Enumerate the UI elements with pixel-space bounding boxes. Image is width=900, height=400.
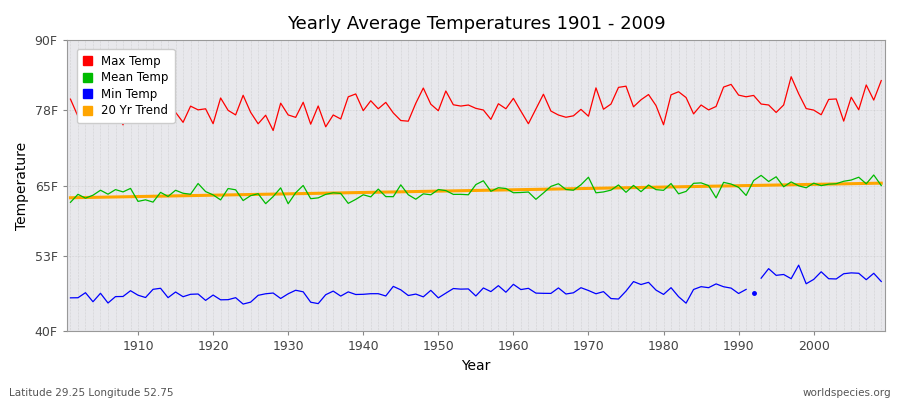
Text: worldspecies.org: worldspecies.org xyxy=(803,388,891,398)
Y-axis label: Temperature: Temperature xyxy=(15,142,29,230)
Legend: Max Temp, Mean Temp, Min Temp, 20 Yr Trend: Max Temp, Mean Temp, Min Temp, 20 Yr Tre… xyxy=(76,49,175,123)
Title: Yearly Average Temperatures 1901 - 2009: Yearly Average Temperatures 1901 - 2009 xyxy=(286,15,665,33)
X-axis label: Year: Year xyxy=(461,359,491,373)
Text: Latitude 29.25 Longitude 52.75: Latitude 29.25 Longitude 52.75 xyxy=(9,388,174,398)
